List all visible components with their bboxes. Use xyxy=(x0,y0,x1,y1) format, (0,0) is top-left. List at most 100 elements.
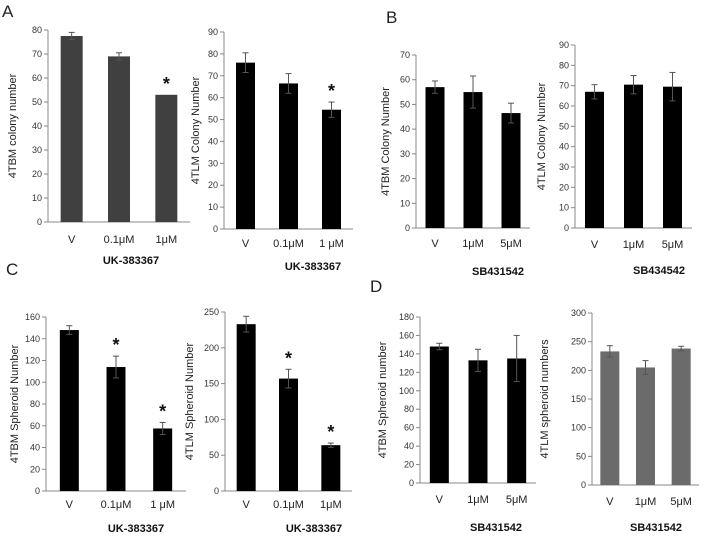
bar xyxy=(59,330,79,491)
y-tick-label: 50 xyxy=(32,97,42,107)
category-label: 0.1μM xyxy=(273,499,304,511)
significance-marker: * xyxy=(163,74,170,94)
y-tick-label: 250 xyxy=(204,307,219,317)
x-axis-label: UK-383367 xyxy=(286,523,342,535)
bar xyxy=(636,367,655,485)
category-label: V xyxy=(242,499,250,511)
bar xyxy=(663,86,682,228)
x-axis-label: UK-383367 xyxy=(285,261,341,273)
y-tick-label: 70 xyxy=(400,50,410,60)
y-tick-label: 0 xyxy=(214,486,219,496)
x-axis-label: SB431542 xyxy=(470,522,522,534)
panel-label-b: B xyxy=(386,8,397,27)
y-tick-label: 60 xyxy=(404,423,414,433)
y-tick-label: 60 xyxy=(208,93,218,103)
bar xyxy=(624,84,643,229)
y-tick-label: 160 xyxy=(399,330,414,340)
bar xyxy=(279,378,298,491)
y-axis-label: 4TBM colony number xyxy=(7,73,19,178)
y-tick-label: 10 xyxy=(32,193,42,203)
chart-3: 0 10 20 30 40 50 60 70 V 1μM 5μM 4TBM Colony Number… xyxy=(380,50,530,278)
bar xyxy=(236,62,255,230)
chart-8: 0 50 100 150 200 250 300 V 1μM 5μM 4TLM spheroid n… xyxy=(539,308,699,534)
category-label: 1μM xyxy=(320,499,342,511)
bar xyxy=(501,113,521,228)
bar xyxy=(468,360,488,483)
y-tick-label: 300 xyxy=(571,308,586,318)
category-label: 0.1μM xyxy=(101,499,132,511)
bar xyxy=(671,348,691,485)
chart-4: 0 10 20 30 40 50 60 70 80 90 V 1μM 5μM 4TLM Colony Nu… xyxy=(536,40,692,277)
y-tick-label: 80 xyxy=(208,49,218,59)
y-tick-label: 20 xyxy=(32,169,42,179)
bar xyxy=(60,36,83,222)
significance-marker: * xyxy=(328,81,335,101)
y-tick-label: 50 xyxy=(559,121,569,131)
bar xyxy=(463,92,483,228)
significance-marker: * xyxy=(285,348,292,368)
bar xyxy=(585,91,604,229)
chart-7: 0 20 40 60 80 100 120 140 160 180 V 1μM 5μM 4TBM Sphe… xyxy=(377,312,536,534)
charts-layer: 0 10 20 30 40 50 60 70 80 V 0.1μM 1μM * 4TBM colony n… xyxy=(7,25,699,535)
bar xyxy=(507,358,527,483)
y-tick-label: 70 xyxy=(32,49,42,59)
category-label: 1μM xyxy=(462,238,484,250)
panel-label-d: D xyxy=(370,277,382,296)
y-tick-label: 80 xyxy=(30,399,40,409)
y-tick-label: 250 xyxy=(571,337,586,347)
y-tick-label: 30 xyxy=(208,158,218,168)
y-tick-label: 60 xyxy=(400,75,410,85)
y-tick-label: 0 xyxy=(213,224,218,234)
y-tick-label: 50 xyxy=(400,99,410,109)
y-tick-label: 100 xyxy=(204,414,219,424)
y-tick-label: 150 xyxy=(571,394,586,404)
panel-label-a: A xyxy=(2,2,14,21)
bar xyxy=(106,367,126,491)
y-axis-label: 4TLM Colony Number xyxy=(536,82,548,190)
y-tick-label: 90 xyxy=(208,27,218,37)
chart-5: 0 20 40 60 80 100 120 140 160 V 0.1μM * 1 μM * 4TBM Sp… xyxy=(9,312,186,535)
y-tick-label: 100 xyxy=(399,386,414,396)
y-axis-label: 4TBM Colony Number xyxy=(380,87,392,196)
y-tick-label: 40 xyxy=(30,443,40,453)
category-label: 1μM xyxy=(623,239,645,251)
y-axis-label: 4TBM Spheroid Number xyxy=(9,344,21,463)
y-tick-label: 40 xyxy=(404,441,414,451)
category-label: V xyxy=(436,494,444,506)
bar xyxy=(153,428,173,491)
chart-1: 0 10 20 30 40 50 60 70 80 V 0.1μM 1μM * 4TBM colony n… xyxy=(7,25,190,267)
y-tick-label: 200 xyxy=(571,365,586,375)
bar xyxy=(600,351,620,485)
y-tick-label: 20 xyxy=(559,182,569,192)
category-label: 5μM xyxy=(500,238,522,250)
bar xyxy=(108,56,130,223)
y-tick-label: 160 xyxy=(25,312,40,322)
category-label: V xyxy=(606,496,614,508)
y-tick-label: 0 xyxy=(35,486,40,496)
y-tick-label: 50 xyxy=(209,450,219,460)
y-tick-label: 10 xyxy=(208,202,218,212)
category-label: 1μM xyxy=(635,496,657,508)
category-label: V xyxy=(242,238,250,250)
y-tick-label: 40 xyxy=(400,124,410,134)
y-tick-label: 50 xyxy=(576,451,586,461)
category-label: 5μM xyxy=(670,496,692,508)
bar xyxy=(321,445,341,491)
y-tick-label: 20 xyxy=(208,180,218,190)
y-axis-label: 4TLM spheroid numbers xyxy=(539,339,551,459)
y-tick-label: 20 xyxy=(30,464,40,474)
y-tick-label: 50 xyxy=(208,115,218,125)
significance-marker: * xyxy=(112,335,119,355)
y-tick-label: 0 xyxy=(564,223,569,233)
category-label: V xyxy=(431,238,439,250)
category-label: 0.1μM xyxy=(273,238,304,250)
category-label: 1 μM xyxy=(319,238,344,250)
panel-label-c: C xyxy=(6,260,18,279)
y-tick-label: 0 xyxy=(581,480,586,490)
y-tick-label: 0 xyxy=(409,478,414,488)
bar xyxy=(429,346,449,483)
y-tick-label: 140 xyxy=(399,349,414,359)
y-tick-label: 30 xyxy=(400,149,410,159)
bar xyxy=(155,94,178,222)
